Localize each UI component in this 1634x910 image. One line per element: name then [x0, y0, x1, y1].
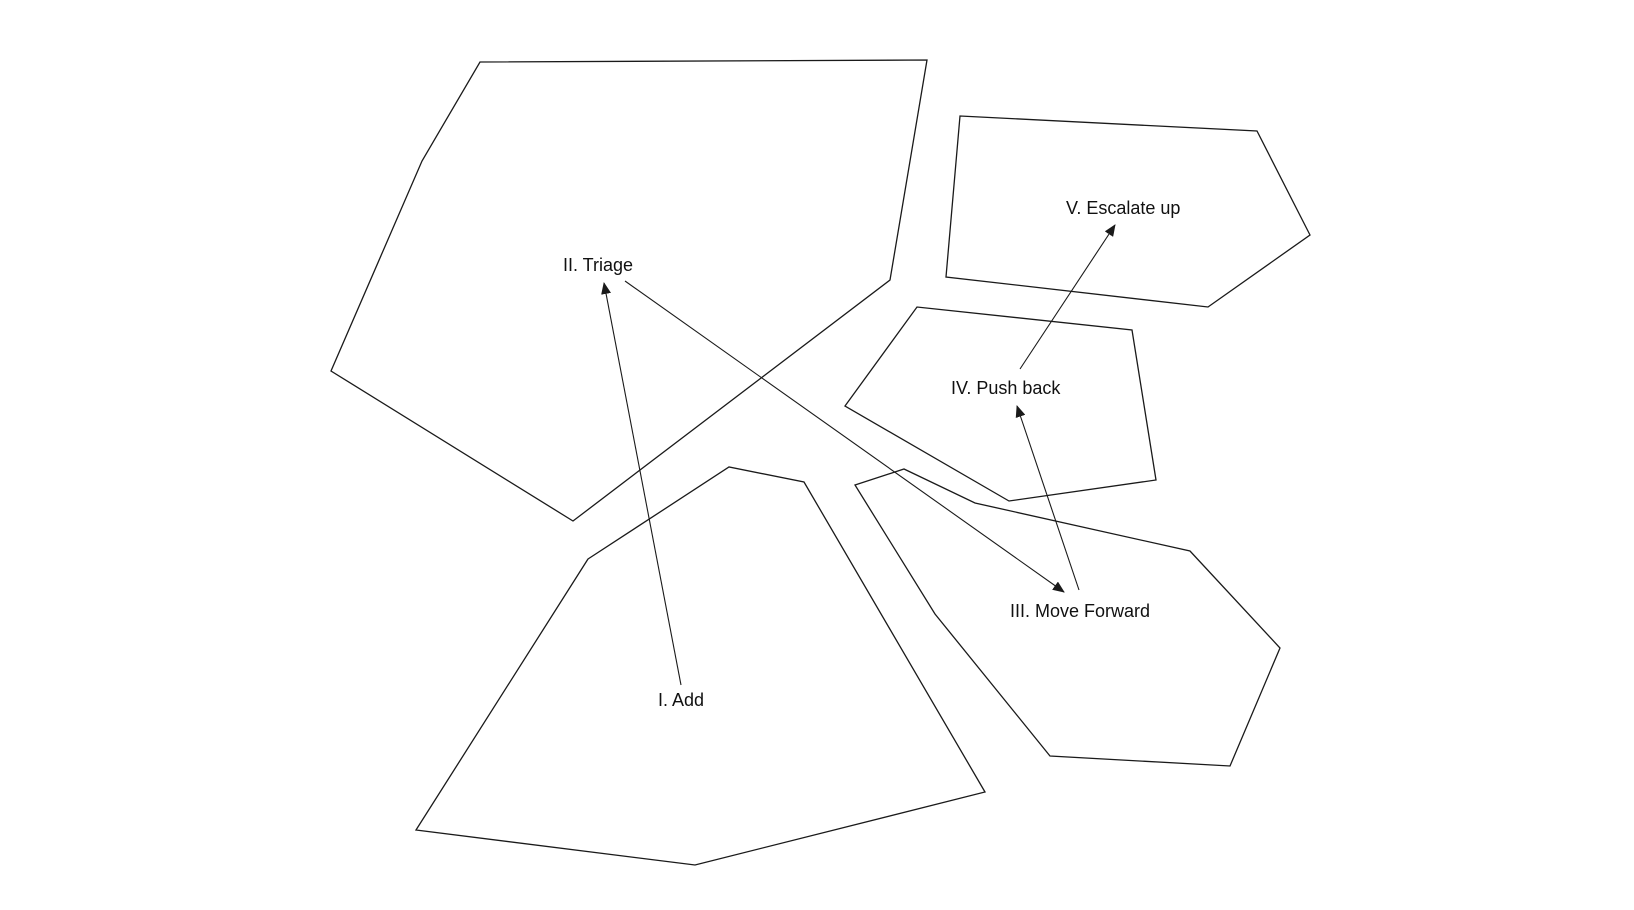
region-move-forward	[854, 468, 1281, 767]
node-label-escalate-up: V. Escalate up	[1066, 198, 1180, 218]
arrow-push-back-to-escalate-up	[1019, 224, 1116, 370]
region-escalate-up	[945, 115, 1311, 308]
arrow-add-to-triage	[601, 282, 682, 686]
node-label-add: I. Add	[658, 690, 704, 710]
arrow-move-forward-to-push-back	[1015, 405, 1080, 591]
region-push-back	[844, 306, 1157, 502]
region-triage	[330, 59, 928, 522]
node-label-push-back: IV. Push back	[951, 378, 1061, 398]
arrow-triage-to-move-forward	[624, 280, 1065, 593]
node-label-triage: II. Triage	[563, 255, 633, 275]
region-add	[414, 466, 986, 866]
node-label-move-forward: III. Move Forward	[1010, 601, 1150, 621]
